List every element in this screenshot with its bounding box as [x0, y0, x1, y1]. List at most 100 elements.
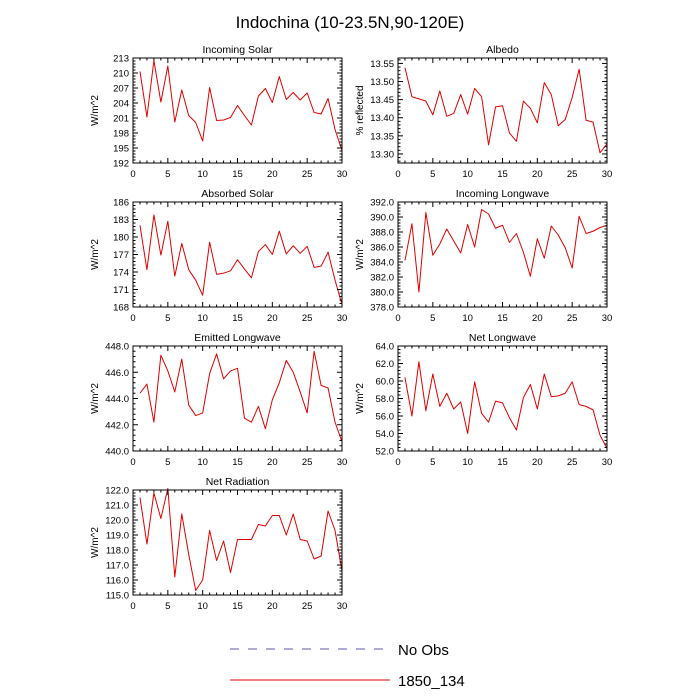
incoming-solar-xtick-label: 10: [197, 169, 208, 180]
albedo-plot-frame: [397, 57, 608, 164]
albedo-xtick-label: 30: [602, 169, 613, 180]
incoming-solar-title: Incoming Solar: [202, 44, 273, 56]
net-radiation-ytick-label: 115.0: [106, 591, 129, 602]
net-radiation-ytick-label: 118.0: [106, 546, 129, 557]
emitted-longwave-title: Emitted Longwave: [194, 332, 281, 344]
incoming-longwave-ytick-label: 384.0: [370, 258, 394, 269]
incoming-solar-ytick-label: 210: [113, 69, 129, 80]
net-longwave-xtick-label: 10: [462, 457, 473, 468]
absorbed-solar-series-line: [139, 214, 343, 305]
panel-incoming-solar: Incoming Solar W/m^2 0 5 10 15 20 25 30 192 195 198…: [90, 44, 347, 180]
incoming-solar-xtick-label: 30: [337, 169, 348, 180]
incoming-longwave-ytick-label: 392.0: [370, 198, 394, 209]
net-radiation-xtick-label: 15: [232, 601, 243, 612]
incoming-solar-ytick-label: 201: [113, 114, 129, 125]
albedo-title: Albedo: [486, 44, 519, 56]
incoming-longwave-xtick-label: 25: [567, 313, 578, 324]
absorbed-solar-xtick-label: 30: [337, 313, 348, 324]
incoming-longwave-ytick-label: 390.0: [370, 213, 394, 224]
net-radiation-series-line: [139, 488, 343, 591]
absorbed-solar-ytick-label: 180: [113, 233, 129, 244]
incoming-solar-xtick-label: 25: [302, 169, 313, 180]
emitted-longwave-xtick-label: 15: [232, 457, 243, 468]
legend: No Obs 1850_134: [230, 642, 465, 690]
incoming-longwave-ytick-label: 380.0: [370, 288, 394, 299]
albedo-xtick-label: 5: [430, 169, 435, 180]
incoming-longwave-ytick-label: 386.0: [370, 243, 394, 254]
incoming-solar-xtick-label: 20: [267, 169, 278, 180]
net-longwave-ytick-label: 60.0: [376, 377, 395, 388]
panel-albedo: Albedo % reflected 0 5 10 15 20 25 30 13.30 13.35 1…: [355, 44, 612, 180]
net-radiation-xtick-label: 25: [302, 601, 313, 612]
net-longwave-xtick-label: 0: [395, 457, 400, 468]
net-longwave-xtick-label: 20: [532, 457, 543, 468]
emitted-longwave-ytick-label: 440.0: [105, 447, 129, 458]
net-longwave-ytick-label: 58.0: [376, 394, 395, 405]
net-radiation-xtick-label: 5: [165, 601, 170, 612]
absorbed-solar-xtick-label: 20: [267, 313, 278, 324]
incoming-solar-ytick-label: 204: [113, 99, 129, 110]
net-radiation-xtick-label: 20: [267, 601, 278, 612]
panel-net-radiation: Net Radiation W/m^2 0 5 10 15 20 25 30 115.0 116.0…: [90, 476, 347, 612]
emitted-longwave-ytick-label: 448.0: [105, 342, 129, 353]
net-longwave-ytick-label: 54.0: [376, 429, 395, 440]
emitted-longwave-series-line: [139, 350, 343, 442]
albedo-ytick-label: 13.30: [370, 149, 394, 160]
net-longwave-ytick-label: 62.0: [376, 359, 395, 370]
incoming-longwave-title: Incoming Longwave: [456, 188, 550, 200]
net-longwave-xtick-label: 15: [497, 457, 508, 468]
incoming-longwave-xtick-label: 20: [532, 313, 543, 324]
absorbed-solar-xtick-label: 15: [232, 313, 243, 324]
emitted-longwave-ytick-label: 446.0: [105, 368, 129, 379]
incoming-solar-xtick-label: 0: [130, 169, 135, 180]
albedo-ytick-label: 13.55: [370, 59, 394, 70]
emitted-longwave-xtick-label: 20: [267, 457, 278, 468]
net-longwave-xtick-label: 5: [430, 457, 435, 468]
albedo-xtick-label: 10: [462, 169, 473, 180]
incoming-solar-ytick-label: 213: [113, 54, 129, 65]
legend-model-label: 1850_134: [398, 673, 465, 690]
incoming-longwave-ytick-label: 382.0: [370, 273, 394, 284]
net-radiation-ytick-label: 119.0: [106, 531, 129, 542]
albedo-xtick-label: 20: [532, 169, 543, 180]
panel-incoming-longwave: Incoming Longwave W/m^2 0 5 10 15 20 25 30 378.0 3…: [355, 188, 612, 324]
net-radiation-xtick-label: 10: [197, 601, 208, 612]
albedo-xtick-label: 0: [395, 169, 400, 180]
absorbed-solar-ytick-label: 171: [113, 285, 129, 296]
incoming-solar-xtick-label: 15: [232, 169, 243, 180]
incoming-longwave-ylabel: W/m^2: [355, 239, 366, 270]
absorbed-solar-ylabel: W/m^2: [90, 239, 101, 270]
net-radiation-ytick-label: 116.0: [106, 576, 129, 587]
absorbed-solar-ytick-label: 168: [113, 303, 129, 314]
net-radiation-ytick-label: 121.0: [105, 501, 129, 512]
incoming-solar-ytick-label: 192: [113, 159, 129, 170]
incoming-longwave-plot-frame: [397, 201, 608, 308]
incoming-longwave-xtick-label: 0: [395, 313, 400, 324]
net-longwave-title: Net Longwave: [469, 332, 536, 344]
absorbed-solar-xtick-label: 5: [165, 313, 170, 324]
net-radiation-title: Net Radiation: [206, 476, 270, 488]
albedo-xtick-label: 15: [497, 169, 508, 180]
albedo-xtick-label: 25: [567, 169, 578, 180]
absorbed-solar-xtick-label: 0: [130, 313, 135, 324]
emitted-longwave-ytick-label: 442.0: [105, 420, 129, 431]
net-longwave-plot-frame: [397, 345, 608, 452]
panel-absorbed-solar: Absorbed Solar W/m^2 0 5 10 15 20 25 30 168 171 174…: [90, 188, 347, 324]
emitted-longwave-ylabel: W/m^2: [90, 383, 101, 414]
panel-emitted-longwave: Emitted Longwave W/m^2 0 5 10 15 20 25 30 440.0 44…: [90, 332, 347, 468]
absorbed-solar-xtick-label: 25: [302, 313, 313, 324]
incoming-solar-ytick-label: 207: [113, 84, 129, 95]
net-radiation-xtick-label: 30: [337, 601, 348, 612]
absorbed-solar-xtick-label: 10: [197, 313, 208, 324]
incoming-solar-ylabel: W/m^2: [90, 95, 101, 126]
net-radiation-ytick-label: 122.0: [105, 486, 129, 497]
emitted-longwave-xtick-label: 5: [165, 457, 170, 468]
panel-net-longwave: Net Longwave W/m^2 0 5 10 15 20 25 30 52.0 54.0 56.…: [355, 332, 612, 468]
absorbed-solar-title: Absorbed Solar: [201, 188, 274, 200]
legend-obs-label: No Obs: [398, 642, 449, 659]
incoming-solar-series-line: [139, 60, 343, 151]
absorbed-solar-ytick-label: 183: [113, 215, 129, 226]
net-radiation-plot-frame: [132, 489, 343, 596]
figure-title: Indochina (10-23.5N,90-120E): [236, 13, 465, 32]
